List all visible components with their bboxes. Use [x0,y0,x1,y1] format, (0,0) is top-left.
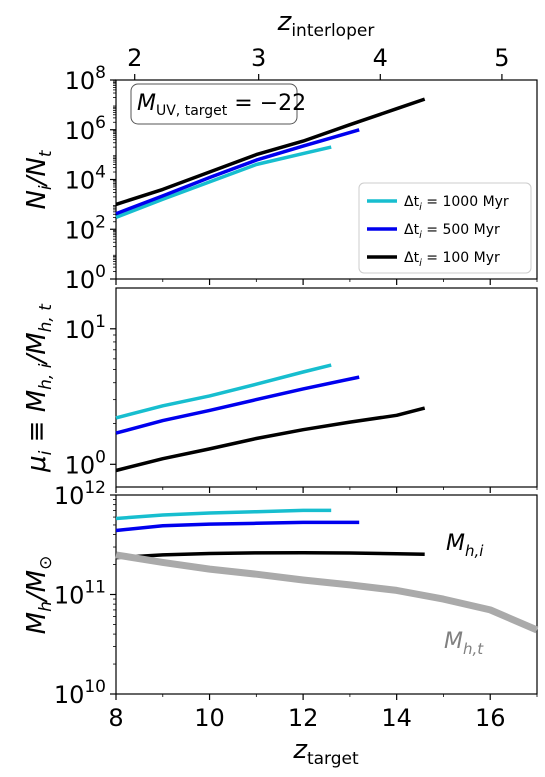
series-line-1-1 [115,375,360,435]
bottom-panel-ylabel: Mh/M⊙ [22,556,56,635]
series-line-0-2 [115,97,426,207]
svg-text:MUV, target = −22: MUV, target = −22 [137,91,306,119]
y-tick-label: 102 [65,212,106,244]
legend-entry-500: Δti = 500 Myr [367,222,500,241]
middle-panel-frame [115,287,538,488]
series-line-0-0 [115,145,332,220]
y-tick-label: 1011 [54,578,106,610]
legend-entry-100: Δti = 100 Myr [367,250,500,269]
label-mht: Mh,t [444,629,484,658]
y-tick-label: 1012 [54,478,106,510]
bottom-panel-y-ticks: 1010 1011 1012 [54,478,116,709]
top-tick-label: 5 [494,44,509,72]
legend-entry-1000: Δti = 1000 Myr [367,194,509,213]
y-tick-label: 1010 [54,677,106,709]
x-tick-label: 14 [381,704,412,732]
top-panel-series [115,97,426,220]
y-tick-label: 100 [65,262,106,294]
y-tick-label: 106 [65,113,106,145]
top-axis-ticks: 2 3 4 5 [127,44,510,80]
y-tick-label: 108 [65,63,106,95]
series-line-1-2 [115,406,426,473]
bottom-panel-series [115,508,539,634]
legend: Δti = 1000 Myr Δti = 500 Myr Δti = 100 M… [358,182,532,274]
top-tick-label: 3 [251,44,266,72]
middle-panel-series [115,363,426,473]
muv-annotation: MUV, target = −22 [130,83,306,125]
svg-text:Δti = 500 Myr: Δti = 500 Myr [404,222,500,241]
series-line-2-3 [115,551,539,634]
svg-text:Δti = 1000 Myr: Δti = 1000 Myr [404,194,509,213]
svg-text:Δti = 100 Myr: Δti = 100 Myr [404,250,500,269]
x-tick-label: 8 [108,704,123,732]
series-line-2-0 [115,508,332,521]
series-line-1-0 [115,363,332,420]
series-line-2-1 [115,520,360,533]
x-tick-label: 10 [194,704,225,732]
y-tick-label: 104 [65,163,106,195]
x-axis-ticks: 8 10 12 14 16 [108,279,538,732]
middle-panel-ylabel: μi ≡ Mh, i/Mh, t [22,303,56,473]
series-line-0-1 [115,128,360,216]
top-axis-label: zinterloper [277,7,375,41]
label-mhi: Mh,i [446,531,484,560]
series-line-2-2 [115,550,425,560]
x-axis-label: ztarget [292,735,359,769]
y-tick-label: 100 [65,447,106,479]
x-tick-label: 12 [288,704,319,732]
middle-panel-y-ticks: 100 101 [65,312,116,479]
y-tick-label: 101 [65,312,106,344]
top-tick-label: 4 [373,44,388,72]
x-tick-label: 16 [475,704,506,732]
top-panel-y-ticks: 100 102 104 106 108 [65,63,116,294]
top-tick-label: 2 [127,44,142,72]
top-panel-ylabel: Ni/Nt [22,149,56,209]
